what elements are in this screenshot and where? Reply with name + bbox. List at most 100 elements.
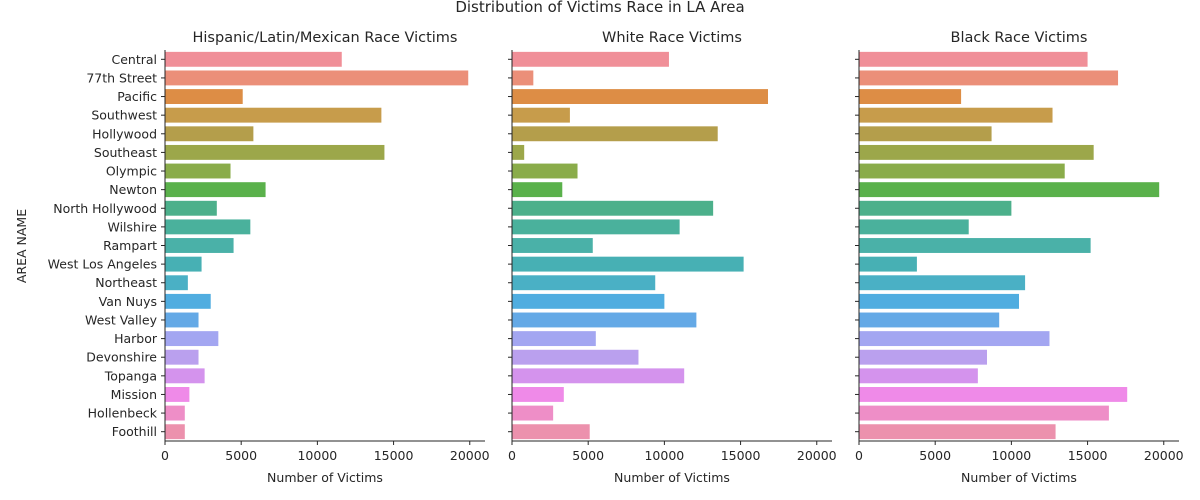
bar-pacific [859, 89, 962, 104]
panel-1: Hispanic/Latin/Mexican Race Victims Centr… [48, 30, 490, 485]
bar-van-nuys [859, 293, 1019, 309]
y-tick-label: Foothill [112, 424, 157, 439]
bar-topanga [859, 368, 978, 384]
panel-title: White Race Victims [602, 30, 742, 46]
bar-mission [165, 387, 190, 402]
bar-hollenbeck [512, 405, 554, 421]
y-axis-label: AREA NAME [14, 209, 29, 283]
bar-newton [859, 182, 1160, 198]
x-tick-label: 0 [508, 448, 516, 463]
y-tick-label: Newton [109, 182, 157, 197]
x-tick-label: 15000 [721, 448, 761, 463]
bar-west-los-angeles [165, 256, 202, 272]
x-tick-label: 5000 [919, 448, 951, 463]
bar-harbor [512, 331, 596, 347]
x-axis-label: Number of Victims [267, 470, 383, 485]
bar-southwest [859, 107, 1053, 123]
x-tick-label: 20000 [797, 448, 837, 463]
bar-pacific [512, 89, 768, 104]
bar-central [859, 51, 1088, 67]
bar-topanga [512, 368, 685, 384]
y-tick-label: Rampart [103, 238, 157, 253]
bar-devonshire [165, 349, 199, 365]
x-tick-label: 15000 [374, 448, 414, 463]
bar-hollenbeck [859, 405, 1109, 421]
bar-devonshire [859, 349, 987, 365]
x-axis-label: Number of Victims [961, 470, 1077, 485]
bar-olympic [165, 163, 231, 179]
bar-southeast [512, 144, 525, 160]
bar-southwest [512, 107, 570, 123]
panel-3: Black Race Victims 0 5000 10000 15000 20000 Nu… [855, 30, 1184, 485]
bar-77th-street [512, 70, 534, 86]
bar-hollywood [859, 126, 992, 142]
x-tick-label: 10000 [991, 448, 1031, 463]
y-tick-label: Hollenbeck [88, 406, 158, 421]
bar-wilshire [165, 219, 251, 235]
bar-harbor [165, 331, 219, 347]
y-tick-label: Hollywood [92, 126, 157, 141]
y-tick-label: Devonshire [86, 350, 157, 365]
bar-west-valley [859, 312, 1000, 328]
bar-central [165, 51, 342, 67]
bar-west-los-angeles [512, 256, 744, 272]
x-axis-label: Number of Victims [614, 470, 730, 485]
bar-mission [512, 387, 564, 402]
bar-central [512, 51, 669, 67]
bar-west-valley [165, 312, 199, 328]
bar-harbor [859, 331, 1050, 347]
bar-newton [512, 182, 563, 198]
bar-northeast [165, 275, 188, 291]
bar-northeast [859, 275, 1026, 291]
bar-topanga [165, 368, 205, 384]
bar-north-hollywood [165, 200, 217, 216]
y-tick-label: Southeast [94, 145, 157, 160]
y-tick-label: Wilshire [108, 219, 158, 234]
y-tick-label: Harbor [114, 331, 158, 346]
x-tick-label: 5000 [572, 448, 604, 463]
x-tick-label: 10000 [297, 448, 337, 463]
panel-2: White Race Victims 0 5000 10000 15000 20000 Nu… [508, 30, 837, 485]
y-tick-label: Olympic [106, 164, 157, 179]
bar-north-hollywood [859, 200, 1012, 216]
x-tick-label: 0 [855, 448, 863, 463]
bar-hollywood [165, 126, 254, 142]
bar-north-hollywood [512, 200, 714, 216]
x-tick-label: 20000 [1144, 448, 1184, 463]
bar-rampart [165, 238, 234, 253]
bar-foothill [512, 424, 590, 440]
bar-van-nuys [165, 293, 211, 309]
bar-southeast [165, 144, 385, 160]
bar-hollenbeck [165, 405, 185, 421]
bar-wilshire [512, 219, 680, 235]
bar-newton [165, 182, 266, 198]
bar-wilshire [859, 219, 969, 235]
bar-northeast [512, 275, 656, 291]
y-tick-label: North Hollywood [53, 201, 157, 216]
bar-rampart [512, 238, 593, 253]
y-tick-label: West Valley [85, 312, 158, 327]
bar-foothill [859, 424, 1056, 440]
bar-van-nuys [512, 293, 665, 309]
y-tick-label: Pacific [117, 89, 157, 104]
y-tick-label: Van Nuys [99, 294, 157, 309]
y-tick-label: Central [111, 52, 157, 67]
bar-77th-street [859, 70, 1119, 86]
y-tick-label: Mission [111, 387, 157, 402]
bar-pacific [165, 89, 243, 104]
bar-rampart [859, 238, 1091, 253]
bar-southwest [165, 107, 382, 123]
x-tick-label: 10000 [644, 448, 684, 463]
bar-olympic [859, 163, 1065, 179]
bar-devonshire [512, 349, 639, 365]
bar-southeast [859, 144, 1094, 160]
chart-suptitle: Distribution of Victims Race in LA Area [455, 0, 744, 16]
y-tick-label: 77th Street [86, 70, 157, 85]
y-tick-label: Topanga [104, 368, 157, 383]
y-tick-label: West Los Angeles [48, 257, 157, 272]
bar-west-los-angeles [859, 256, 917, 272]
bar-hollywood [512, 126, 718, 142]
x-tick-label: 20000 [450, 448, 490, 463]
chart-panels: Hispanic/Latin/Mexican Race Victims Centr… [48, 30, 1184, 485]
panel-title: Black Race Victims [951, 30, 1088, 46]
